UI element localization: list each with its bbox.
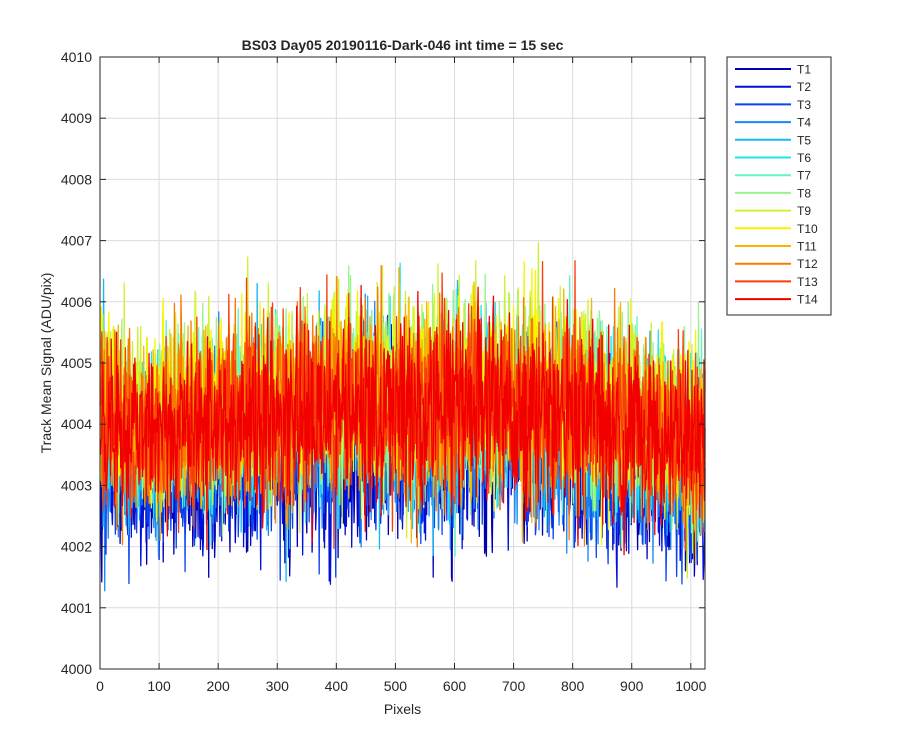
y-tick-label: 4008 [61, 171, 92, 187]
x-tick-label: 600 [443, 678, 467, 694]
legend-label: T8 [797, 186, 811, 200]
legend-label: T3 [797, 98, 811, 112]
y-tick-label: 4003 [61, 477, 92, 493]
y-tick-label: 4010 [61, 49, 92, 65]
legend-label: T7 [797, 169, 811, 183]
legend-label: T2 [797, 80, 811, 94]
series-layer [99, 241, 706, 592]
chart-title: BS03 Day05 20190116-Dark-046 int time = … [242, 37, 564, 53]
x-tick-label: 500 [384, 678, 408, 694]
legend-label: T11 [797, 240, 817, 254]
x-tick-label: 0 [96, 678, 104, 694]
x-axis-label: Pixels [384, 701, 421, 717]
y-tick-label: 4004 [61, 416, 92, 432]
y-tick-label: 4005 [61, 355, 92, 371]
y-tick-label: 4009 [61, 110, 92, 126]
x-tick-label: 900 [620, 678, 644, 694]
x-tick-label: 200 [206, 678, 230, 694]
x-tick-label: 1000 [675, 678, 706, 694]
legend-label: T4 [797, 116, 811, 130]
x-tick-label: 700 [502, 678, 526, 694]
legend-label: T14 [797, 293, 818, 307]
y-tick-label: 4000 [61, 661, 92, 677]
legend-label: T10 [797, 222, 818, 236]
y-axis: 4000 4001 4002 4003 4004 4005 4006 4007 4008 4009… [61, 49, 705, 677]
y-axis-label: Track Mean Signal (ADU/pix) [38, 273, 54, 454]
legend-label: T13 [797, 275, 818, 289]
legend-label: T1 [797, 63, 811, 77]
x-tick-label: 400 [325, 678, 349, 694]
y-tick-label: 4001 [61, 600, 92, 616]
legend-label: T9 [797, 204, 811, 218]
x-axis: 0 100 200 300 400 500 600 700 800 900 1000 [96, 57, 707, 694]
x-tick-label: 100 [147, 678, 171, 694]
legend-box [726, 56, 832, 316]
legend: T1 T2 T3 T4 T5 T6 T7 T8 T9 T10 T11 T12 T13 T14 [726, 56, 832, 316]
legend-label: T12 [797, 257, 818, 271]
series-line-t14 [99, 284, 706, 556]
y-tick-label: 4007 [61, 233, 92, 249]
legend-label: T6 [797, 151, 811, 165]
legend-label: T5 [797, 133, 811, 147]
y-tick-label: 4002 [61, 539, 92, 555]
y-tick-label: 4006 [61, 294, 92, 310]
x-tick-label: 800 [561, 678, 585, 694]
x-tick-label: 300 [266, 678, 290, 694]
